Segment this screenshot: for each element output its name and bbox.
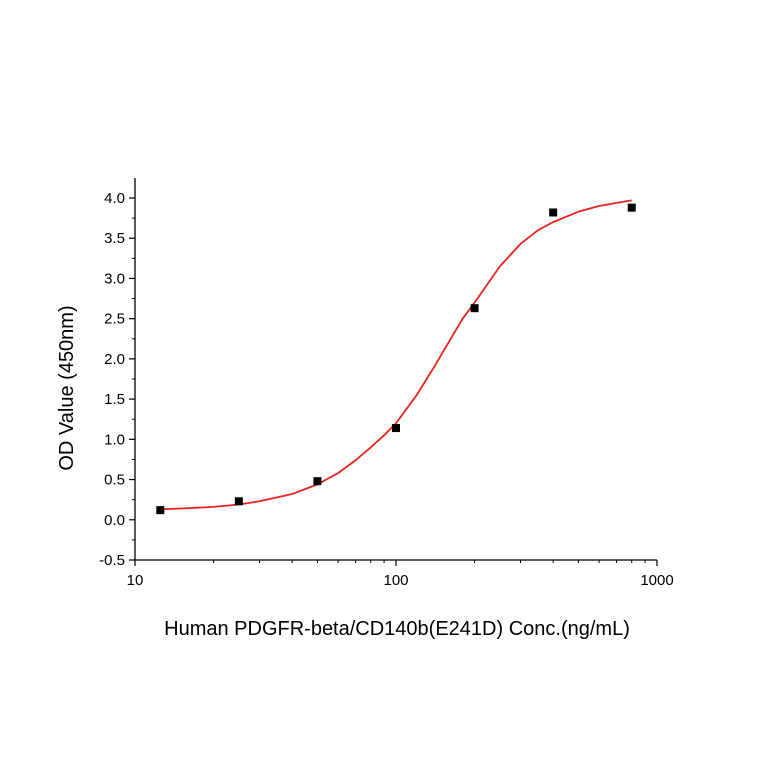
fit-curve [160, 199, 632, 511]
y-tick-label: 2.0 [104, 351, 125, 368]
y-tick-label: 1.5 [104, 391, 125, 408]
y-axis-title: OD Value (450nm) [56, 305, 78, 470]
y-tick-label: 2.5 [104, 311, 125, 328]
data-point [392, 424, 400, 433]
x-tick-label: 100 [383, 572, 408, 589]
data-point [470, 304, 479, 313]
x-tick-label: 1000 [640, 572, 673, 589]
y-tick-label: 4.0 [104, 190, 125, 207]
data-point [549, 208, 558, 217]
plot-area [156, 199, 636, 515]
y-tick-label: 0.5 [104, 472, 125, 489]
x-axis-title: Human PDGFR-beta/CD140b(E241D) Conc.(ng/… [164, 618, 630, 640]
y-tick-label: 1.0 [104, 431, 125, 448]
data-point [156, 506, 165, 515]
y-tick-label: 0.0 [104, 512, 125, 529]
data-point [313, 477, 322, 486]
x-tick-label: 10 [127, 572, 144, 589]
data-point [234, 497, 243, 506]
axes: -0.5 0.0 0.5 1.0 1.5 2.0 2.5 3.0 3.5 4.0 10 100 1000 [99, 178, 674, 589]
y-tick-label: -0.5 [99, 552, 125, 569]
y-tick-label: 3.0 [104, 270, 125, 287]
y-tick-label: 3.5 [104, 230, 125, 247]
data-point [627, 203, 636, 212]
